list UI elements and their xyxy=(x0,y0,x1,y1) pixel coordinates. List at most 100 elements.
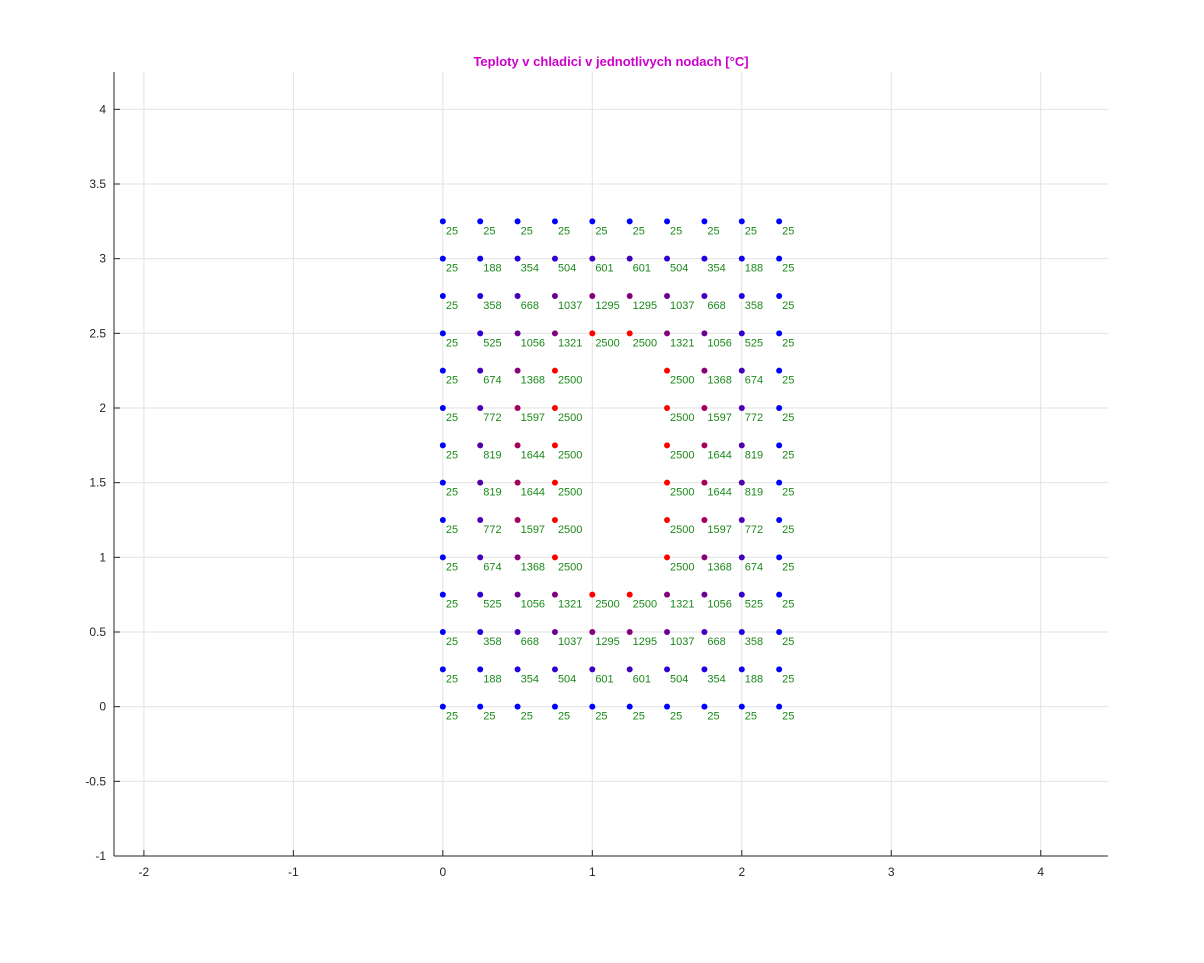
grid-layer xyxy=(114,72,1108,857)
data-point xyxy=(738,255,745,262)
x-tick-label: -1 xyxy=(288,865,299,879)
data-point xyxy=(626,666,633,673)
data-point xyxy=(701,367,708,374)
value-label: 25 xyxy=(446,449,458,461)
x-tick-label: 0 xyxy=(439,865,446,879)
value-label: 25 xyxy=(782,487,794,499)
value-label: 25 xyxy=(707,711,719,723)
data-point xyxy=(664,554,671,561)
value-label: 25 xyxy=(446,673,458,685)
data-point xyxy=(701,405,708,411)
data-point xyxy=(477,479,484,486)
x-tick-label: 4 xyxy=(1037,865,1044,879)
data-point xyxy=(551,554,558,561)
value-label: 601 xyxy=(595,673,613,685)
tick-label-layer: -2 -1 0 1 2 3 4 -1 -0.5 0 0.5 1 1.5 2 2.5 3 3.5 4 xyxy=(85,102,1044,879)
value-label: 525 xyxy=(483,337,501,349)
y-tick-label: 0 xyxy=(99,700,106,714)
data-point xyxy=(664,218,671,225)
value-label: 354 xyxy=(521,673,539,685)
y-tick-label: 3.5 xyxy=(89,177,106,191)
value-label: 772 xyxy=(483,412,501,424)
value-label: 2500 xyxy=(670,524,694,536)
value-label: 1321 xyxy=(670,599,694,611)
y-tick-label: 1 xyxy=(99,550,106,564)
value-label: 601 xyxy=(633,673,651,685)
data-point xyxy=(776,293,783,299)
y-tick-label: 4 xyxy=(99,102,106,116)
data-point xyxy=(477,629,484,635)
value-label: 525 xyxy=(745,599,763,611)
data-point xyxy=(477,367,484,374)
data-point xyxy=(664,255,671,262)
value-label: 1644 xyxy=(521,449,545,461)
value-label: 819 xyxy=(483,487,501,499)
data-point xyxy=(664,479,671,486)
value-label: 188 xyxy=(483,263,501,275)
data-point xyxy=(664,442,671,449)
data-point xyxy=(439,255,446,262)
data-point xyxy=(738,703,745,710)
data-point xyxy=(589,591,596,598)
value-label: 1056 xyxy=(707,337,731,349)
value-label: 1597 xyxy=(707,412,731,424)
value-label: 354 xyxy=(707,673,725,685)
data-point xyxy=(664,405,671,411)
data-point xyxy=(551,255,558,262)
value-label: 819 xyxy=(745,487,763,499)
value-label: 504 xyxy=(558,263,576,275)
data-point xyxy=(664,666,671,673)
data-point xyxy=(551,629,558,635)
data-point xyxy=(738,218,745,225)
data-point xyxy=(701,293,708,299)
value-label: 2500 xyxy=(558,375,582,387)
value-label: 358 xyxy=(483,300,501,312)
data-point xyxy=(664,330,671,337)
value-label: 25 xyxy=(707,225,719,237)
value-label: 25 xyxy=(446,487,458,499)
value-label: 25 xyxy=(782,300,794,312)
data-point xyxy=(738,517,745,523)
data-point xyxy=(514,330,521,337)
value-label: 1644 xyxy=(707,449,731,461)
x-tick-label: 1 xyxy=(589,865,596,879)
data-point xyxy=(664,591,671,598)
data-point xyxy=(514,218,521,225)
data-point xyxy=(514,293,521,299)
value-label: 358 xyxy=(745,636,763,648)
value-label: 358 xyxy=(745,300,763,312)
value-label: 25 xyxy=(558,225,570,237)
data-point xyxy=(664,517,671,523)
value-label: 504 xyxy=(670,673,688,685)
data-point xyxy=(439,218,446,225)
value-label: 1644 xyxy=(521,487,545,499)
data-point xyxy=(551,479,558,486)
data-point xyxy=(776,218,783,225)
value-label: 25 xyxy=(670,225,682,237)
value-label: 25 xyxy=(446,599,458,611)
data-point xyxy=(514,479,521,486)
value-label: 1644 xyxy=(707,487,731,499)
value-label: 674 xyxy=(745,561,763,573)
value-label: 1056 xyxy=(707,599,731,611)
value-label: 1295 xyxy=(633,636,657,648)
value-label: 2500 xyxy=(558,487,582,499)
value-label: 188 xyxy=(745,263,763,275)
data-point xyxy=(701,218,708,225)
value-label: 1037 xyxy=(670,300,694,312)
value-label: 25 xyxy=(446,561,458,573)
data-point xyxy=(514,405,521,411)
value-label: 25 xyxy=(483,225,495,237)
value-label: 1368 xyxy=(521,375,545,387)
value-label: 674 xyxy=(483,375,501,387)
value-label: 25 xyxy=(483,711,495,723)
y-tick-label: 3 xyxy=(99,252,106,266)
data-point xyxy=(589,255,596,262)
data-point xyxy=(439,517,446,523)
data-point xyxy=(738,367,745,374)
value-label: 25 xyxy=(446,337,458,349)
value-label: 25 xyxy=(745,225,757,237)
value-label: 1037 xyxy=(558,636,582,648)
data-point xyxy=(701,479,708,486)
